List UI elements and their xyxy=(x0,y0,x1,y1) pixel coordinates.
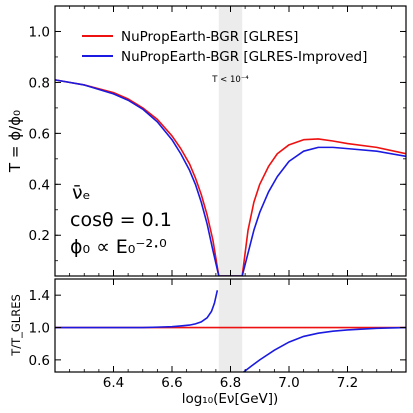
ratio-xtick-label: 6.8 xyxy=(220,375,241,391)
main-panel: T < 10⁻⁴ 0.2 0.4 0.6 0.8 1.0 T = ϕ/ϕ₀ NuProp… xyxy=(6,5,407,277)
main-series-line-glres-improved xyxy=(55,79,406,276)
ratio-series-line-glres-improved xyxy=(55,290,219,329)
ratio-xtick-label: 7.2 xyxy=(337,375,358,391)
legend-label-glres: NuPropEarth-BGR [GLRES] xyxy=(121,29,298,45)
ratio-panel: 0.6 1.0 1.4 6.4 6.6 6.8 7.0 7.2 T/T_GLRES log₁₀… xyxy=(9,278,407,407)
main-series-line-glres xyxy=(55,79,406,276)
x-axis-label: log₁₀(Eν[GeV]) xyxy=(182,391,279,407)
main-ytick-label: 0.4 xyxy=(29,177,50,193)
y-axis-label-main: T = ϕ/ϕ₀ xyxy=(6,110,24,173)
ratio-ytick-label: 0.6 xyxy=(29,353,50,369)
annotations: ν̄ₑ cosθ = 0.1 ϕ₀ ∝ E₀⁻²·⁰ xyxy=(70,182,172,258)
main-ytick-label: 0.6 xyxy=(29,126,50,142)
ratio-shaded-band xyxy=(218,279,243,372)
annotation-angle: cosθ = 0.1 xyxy=(70,209,172,231)
ratio-ytick-label: 1.4 xyxy=(29,288,50,304)
ratio-series-line-glres-improved-upper xyxy=(243,326,406,372)
ratio-xtick-label: 6.4 xyxy=(103,375,124,391)
svg-text:T = ϕ/ϕ₀: T = ϕ/ϕ₀ xyxy=(6,110,24,173)
main-ytick-label: 0.2 xyxy=(29,228,50,244)
annotation-flavor: ν̄ₑ xyxy=(72,182,91,204)
main-ytick-label: 1.0 xyxy=(29,24,50,40)
svg-text:T/T_GLRES: T/T_GLRES xyxy=(9,294,23,357)
main-ytick-label: 0.8 xyxy=(29,75,50,91)
ratio-ytick-label: 1.0 xyxy=(29,321,50,337)
legend: NuPropEarth-BGR [GLRES] NuPropEarth-BGR … xyxy=(82,29,367,65)
ratio-xtick-label: 6.6 xyxy=(161,375,182,391)
annotation-flux: ϕ₀ ∝ E₀⁻²·⁰ xyxy=(70,236,167,258)
shaded-band-label: T < 10⁻⁴ xyxy=(211,75,249,85)
ratio-xtick-label: 7.0 xyxy=(278,375,299,391)
y-axis-label-ratio: T/T_GLRES xyxy=(9,294,23,357)
main-shaded-band xyxy=(218,6,243,276)
legend-label-glres-improved: NuPropEarth-BGR [GLRES-Improved] xyxy=(121,49,367,65)
